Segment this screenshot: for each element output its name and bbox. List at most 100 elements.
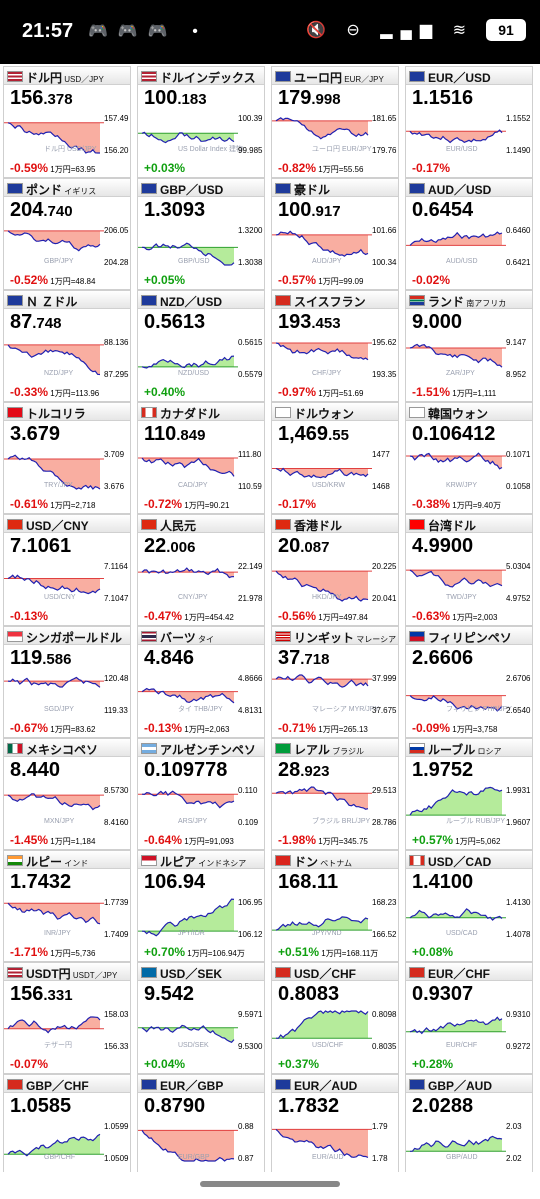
currency-card[interactable]: 香港ドル 20.087 HKD/JPY 20.225 20.041 -0.56% 1万円=… [271, 514, 399, 626]
pair-name: EUR／GBP [160, 1077, 223, 1094]
conversion-note: 1万円=454.42 [182, 613, 234, 622]
flag-icon [275, 71, 291, 82]
currency-card[interactable]: ランド 南アフリカ 9.000 ZAR/JPY 9.147 8.952 -1.51% 1万… [405, 290, 533, 402]
flag-icon [275, 1079, 291, 1090]
change-percent: -0.02% [412, 273, 450, 287]
currency-card[interactable]: AUD／USD 0.6454 AUD/USD 0.6460 0.6421 -0.02% [405, 178, 533, 290]
price-major: 9.542 [144, 983, 195, 1005]
change-percent: +0.51% 1万円=168.11万 [278, 945, 378, 959]
currency-card[interactable]: Ｎ Ｚドル 87.748 NZD/JPY 88.136 87.295 -0.33% 1万円… [3, 290, 131, 402]
mini-chart: TWD/JPY 5.0304 4.9752 [406, 562, 531, 603]
currency-card[interactable]: レアル ブラジル 28.923 ブラジル BRL/JPY 29.513 28.786 -1… [271, 738, 399, 850]
price-major: 179 [278, 87, 312, 109]
axis-label: 0.110 [238, 786, 258, 795]
currency-card[interactable]: カナダドル 110.849 CAD/JPY 111.80 110.59 -0.72% 1万… [137, 402, 265, 514]
mini-chart: GBP/USD 1.3200 1.3038 [138, 226, 263, 267]
pair-name: バーツ タイ [160, 629, 214, 646]
currency-card[interactable]: ルピー インド 1.7432 INR/JPY 1.7739 1.7409 -1.71% 1… [3, 850, 131, 962]
pair-sub: インド [62, 859, 89, 868]
currency-card[interactable]: トルコリラ 3.679 TRY/JPY 3.709 3.676 -0.61% 1万円=2,… [3, 402, 131, 514]
price: 193.453 [278, 311, 341, 334]
card-header: 台湾ドル [406, 515, 532, 533]
currency-card[interactable]: 人民元 22.006 CNY/JPY 22.149 21.978 -0.47% 1万円=4… [137, 514, 265, 626]
currency-card[interactable]: GBP／USD 1.3093 GBP/USD 1.3200 1.3038 +0.05% [137, 178, 265, 290]
pair-name: ユーロ円 EUR／JPY [294, 69, 384, 86]
currency-card[interactable]: 韓国ウォン 0.106412 KRW/JPY 0.1071 0.1058 -0.38% 1… [405, 402, 533, 514]
currency-card[interactable]: EUR／USD 1.1516 EUR/USD 1.1552 1.1490 -0.17% [405, 66, 533, 178]
price-line [275, 786, 369, 810]
axis-label: 7.1164 [104, 562, 128, 571]
price: 0.109778 [144, 759, 227, 782]
axis-label: 21.978 [238, 594, 263, 603]
axis-label: 0.87 [238, 1154, 254, 1163]
pair-label: ルーブル [428, 743, 476, 757]
currency-card[interactable]: USD／CHF 0.8083 USD/CHF 0.8098 0.8035 +0.37% [271, 962, 399, 1074]
chart-watermark: NZD/JPY [44, 370, 74, 377]
currency-card[interactable]: シンガポールドル 119.586 SGD/JPY 120.48 119.33 -0.67%… [3, 626, 131, 738]
currency-card[interactable]: ポンド イギリス 204.740 GBP/JPY 206.05 204.28 -0.52%… [3, 178, 131, 290]
currency-card[interactable]: USD／CAD 1.4100 USD/CAD 1.4130 1.4078 +0.08% [405, 850, 533, 962]
card-header: 人民元 [138, 515, 264, 533]
flag-icon [275, 967, 291, 978]
price: 87.748 [10, 311, 61, 334]
card-header: EUR／AUD [272, 1075, 398, 1093]
currency-card[interactable]: USDT円 USDT／JPY 156.331 テザー円 158.03 156.33 -0.… [3, 962, 131, 1074]
change-value: +0.03% [144, 161, 186, 175]
axis-label: 2.6540 [506, 706, 531, 715]
currency-card[interactable]: バーツ タイ 4.846 タイ THB/JPY 4.8666 4.8131 -0.13% … [137, 626, 265, 738]
flag-icon [7, 1079, 23, 1090]
pair-label: USD／CNY [26, 519, 89, 533]
currency-card[interactable]: ドル円 USD／JPY 156.378 ドル円 USD/JPY 157.49 156.2… [3, 66, 131, 178]
price: 28.923 [278, 759, 329, 782]
currency-card[interactable]: NZD／USD 0.5613 NZD/USD 0.5615 0.5579 +0.40% [137, 290, 265, 402]
pair-name: フィリピンペソ [428, 629, 512, 646]
currency-card[interactable]: ドン ベトナム 168.11 JPY/VND 168.23 166.52 +0.51% 1… [271, 850, 399, 962]
currency-card[interactable]: EUR／CHF 0.9307 EUR/CHF 0.9310 0.9272 +0.28% [405, 962, 533, 1074]
currency-card[interactable]: ルーブル ロシア 1.9752 ルーブル RUB/JPY 1.9931 1.9607 +0… [405, 738, 533, 850]
mini-chart: USD/SEK 9.5971 9.5300 [138, 1010, 263, 1051]
mini-chart: JPY/VND 168.23 166.52 [272, 898, 397, 939]
currency-card[interactable]: 豪ドル 100.917 AUD/JPY 101.66 100.34 -0.57% 1万円=… [271, 178, 399, 290]
currency-card[interactable]: リンギット マレーシア 37.718 マレーシア MYR/JPY 37.999 37.6… [271, 626, 399, 738]
mini-chart: ルーブル RUB/JPY 1.9931 1.9607 [406, 786, 531, 827]
currency-card[interactable]: ルピア インドネシア 106.94 JPY/IDR 106.95 106.12 +0.70… [137, 850, 265, 962]
currency-card[interactable]: GBP／CHF 1.0585 GBP/CHF 1.0599 1.0509 [3, 1074, 131, 1176]
currency-card[interactable]: USD／CNY 7.1061 USD/CNY 7.1164 7.1047 -0.13% [3, 514, 131, 626]
price-line [7, 122, 100, 154]
pair-label: カナダドル [160, 407, 221, 421]
price: 22.006 [144, 535, 195, 558]
pair-label: USD／CHF [294, 967, 356, 981]
currency-card[interactable]: USD／SEK 9.542 USD/SEK 9.5971 9.5300 +0.04% [137, 962, 265, 1074]
flag-icon [141, 71, 157, 82]
currency-card[interactable]: 台湾ドル 4.9900 TWD/JPY 5.0304 4.9752 -0.63% 1万円=… [405, 514, 533, 626]
currency-card[interactable]: EUR／AUD 1.7832 EUR/AUD 1.79 1.78 [271, 1074, 399, 1176]
pair-label: 韓国ウォン [428, 407, 489, 421]
change-value: +0.04% [144, 1057, 186, 1071]
price: 110.849 [144, 423, 205, 446]
currency-card[interactable]: EUR／GBP 0.8790 EUR/GBP 0.88 0.87 [137, 1074, 265, 1176]
currency-card[interactable]: ドルウォン 1,469.55 USD/KRW 1477 1468 -0.17% [271, 402, 399, 514]
currency-card[interactable]: GBP／AUD 2.0288 GBP/AUD 2.03 2.02 [405, 1074, 533, 1176]
chart-area [142, 1025, 234, 1043]
change-percent: -0.52% 1万円=48.84 [10, 273, 95, 287]
pair-label: ユーロ円 [294, 71, 343, 85]
axis-label: 195.62 [372, 338, 397, 347]
price: 100.183 [144, 87, 207, 110]
pair-label: フィリピンペソ [428, 631, 512, 645]
currency-card[interactable]: ユーロ円 EUR／JPY 179.998 ユーロ円 EUR/JPY 181.65 179… [271, 66, 399, 178]
conversion-note: 1万円=90.21 [182, 501, 230, 510]
currency-card[interactable]: スイスフラン 193.453 CHF/JPY 195.62 193.35 -0.97% 1… [271, 290, 399, 402]
chart-area [276, 787, 368, 810]
mini-chart: CHF/JPY 195.62 193.35 [272, 338, 397, 379]
chart-watermark: ユーロ円 EUR/JPY [312, 145, 372, 153]
currency-card[interactable]: フィリピンペソ 2.6606 フィリピン PHP/JPY 2.6706 2.6540 -0… [405, 626, 533, 738]
currency-card[interactable]: ドルインデックス 100.183 US Dollar Index 建物 100.39 9… [137, 66, 265, 178]
currency-card[interactable]: メキシコペソ 8.440 MXN/JPY 8.5730 8.4160 -1.45% 1万円… [3, 738, 131, 850]
change-percent: -0.38% 1万円=9.40万 [412, 497, 501, 511]
mini-chart: USD/KRW 1477 1468 [272, 450, 390, 491]
currency-card[interactable]: アルゼンチンペソ 0.109778 ARS/JPY 0.110 0.109 -0.64% … [137, 738, 265, 850]
change-value: -0.07% [10, 1057, 49, 1071]
pair-name: USD／CNY [26, 517, 89, 534]
chart-watermark: EUR/GBP [178, 1154, 210, 1161]
home-gesture-handle[interactable] [200, 1181, 340, 1187]
